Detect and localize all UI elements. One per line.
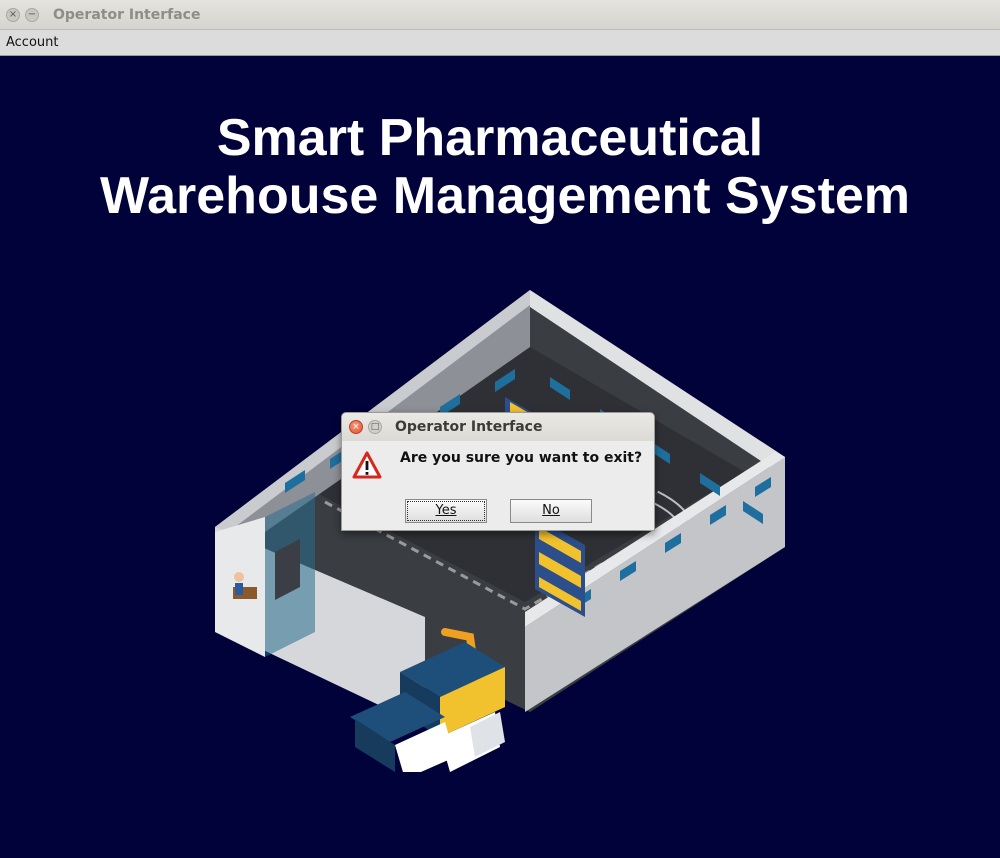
main-content: Smart Pharmaceutical Warehouse Managemen…: [0, 57, 1000, 858]
page-title-line-2: Warehouse Management System: [99, 167, 911, 225]
window-close-button[interactable]: ×: [6, 8, 20, 22]
window-title: Operator Interface: [53, 7, 201, 23]
no-button[interactable]: No: [510, 499, 592, 523]
page-title-line-1: Smart Pharmaceutical: [216, 109, 764, 167]
warning-icon: [352, 451, 382, 479]
window-minimize-button[interactable]: −: [25, 8, 39, 22]
dialog-maximize-button[interactable]: □: [368, 420, 382, 434]
dialog-title: Operator Interface: [395, 419, 543, 435]
page-title: Smart Pharmaceutical Warehouse Managemen…: [0, 109, 1000, 225]
dialog-close-button[interactable]: ×: [349, 420, 363, 434]
exit-confirmation-dialog: × □ Operator Interface Are you sure you …: [341, 412, 655, 531]
menu-account[interactable]: Account: [6, 35, 59, 50]
dialog-message: Are you sure you want to exit?: [400, 450, 643, 466]
yes-button[interactable]: Yes: [405, 499, 487, 523]
dialog-titlebar[interactable]: × □ Operator Interface: [342, 413, 654, 441]
window-titlebar[interactable]: × − Operator Interface: [0, 0, 1000, 30]
menu-bar: Account: [0, 30, 1000, 56]
